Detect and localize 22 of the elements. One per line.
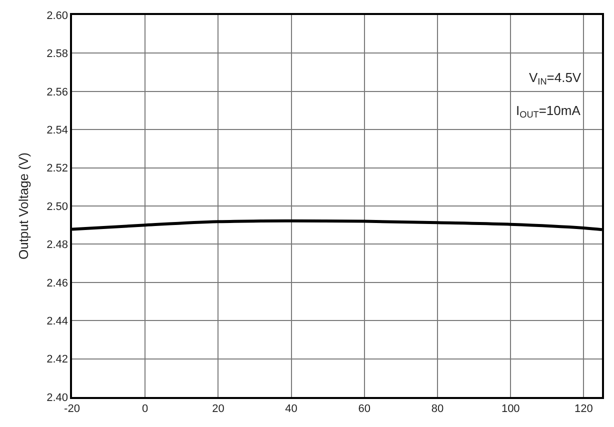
x-tick-label: 80 [431,402,444,415]
x-tick-label: 20 [212,402,224,415]
y-tick-label: 2.60 [46,10,68,22]
y-tick-label: 2.48 [46,239,68,252]
y-tick-label: 2.46 [46,277,68,290]
y-tick-label: 2.44 [46,315,68,328]
y-tick-label: 2.56 [46,86,68,98]
x-tick-label: 120 [574,402,593,415]
y-tick-label: 2.58 [46,48,68,60]
y-tick-label: 2.54 [46,124,68,136]
x-tick-label: 60 [358,402,371,415]
x-tick-label: -20 [64,402,80,415]
y-tick-label: 2.50 [46,200,68,213]
x-tick-label: 100 [501,402,520,415]
y-tick-label: 2.40 [46,392,68,404]
y-axis-title: Output Voltage (V) [16,152,32,260]
x-tick-label: 0 [142,402,148,415]
x-tick-label: 40 [285,402,298,415]
annotation: I$_{OUT}$=10mA [516,103,581,120]
y-tick-label: 2.42 [46,354,68,366]
y-tick-label: 2.52 [46,162,68,175]
annotation: V$_{IN}$=4.5V [529,70,582,87]
